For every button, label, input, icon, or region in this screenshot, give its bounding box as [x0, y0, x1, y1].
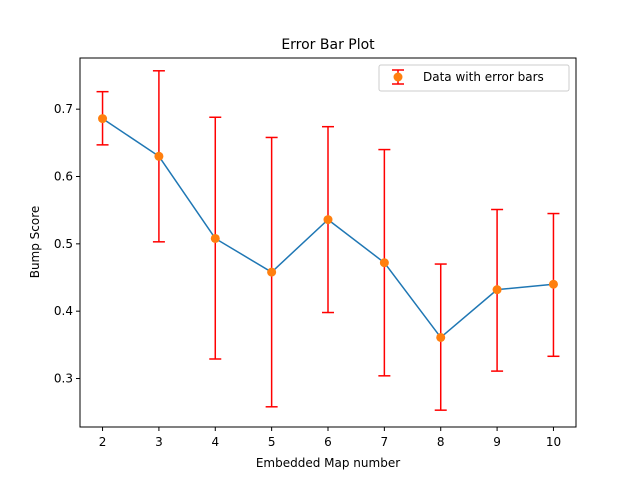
data-point-marker: [492, 285, 502, 295]
x-tick-label: 8: [437, 435, 445, 449]
x-tick-label: 5: [268, 435, 276, 449]
data-point-marker: [436, 332, 446, 342]
data-point-marker: [379, 258, 389, 268]
y-tick-label: 0.3: [54, 372, 73, 386]
x-tick-label: 7: [381, 435, 389, 449]
data-series: [96, 70, 560, 411]
y-axis: 0.3 0.4 0.5 0.6 0.7: [54, 102, 80, 386]
y-tick-label: 0.7: [54, 102, 73, 116]
legend-box: [378, 64, 570, 92]
y-axis-label: Bump Score: [28, 206, 42, 279]
y-tick-label: 0.4: [54, 304, 73, 318]
x-tick-label: 4: [211, 435, 219, 449]
data-point-marker: [548, 279, 558, 289]
legend-entry-label: Data with error bars: [423, 70, 544, 84]
x-tick-label: 2: [99, 435, 107, 449]
x-axis-label: Embedded Map number: [256, 456, 400, 470]
data-point-marker: [98, 114, 108, 124]
chart-title: Error Bar Plot: [281, 37, 375, 53]
x-tick-label: 10: [546, 435, 561, 449]
y-tick-label: 0.6: [54, 170, 73, 184]
y-tick-label: 0.5: [54, 237, 73, 251]
legend-marker-icon: [393, 72, 403, 82]
data-point-marker: [267, 267, 277, 277]
data-point-marker: [154, 151, 164, 161]
legend: Data with error bars: [378, 64, 570, 92]
x-tick-label: 6: [324, 435, 332, 449]
x-tick-label: 3: [155, 435, 163, 449]
x-axis: 2 3 4 5 6 7 8 9 10: [99, 427, 561, 449]
x-tick-label: 9: [493, 435, 501, 449]
data-point-marker: [210, 233, 220, 243]
data-point-marker: [323, 215, 333, 225]
